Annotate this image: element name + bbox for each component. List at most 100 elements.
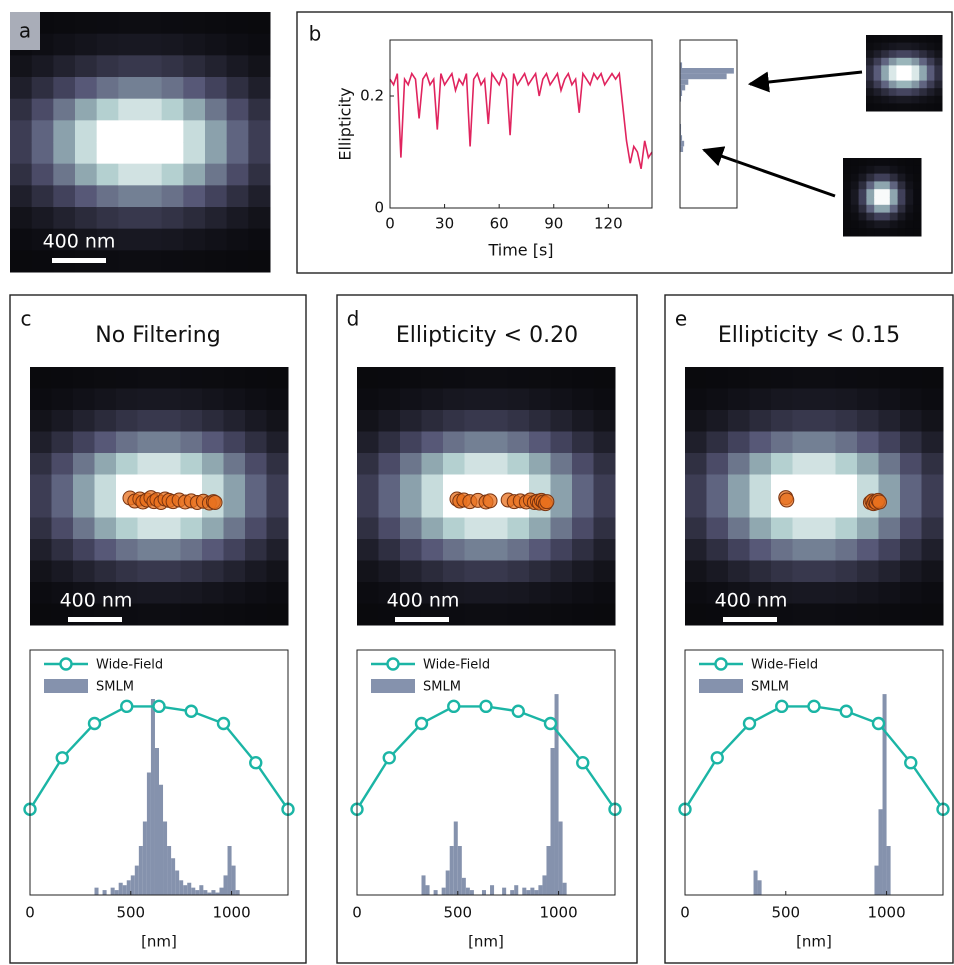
image-pixel xyxy=(911,50,920,59)
image-pixel xyxy=(486,517,508,540)
image-pixel xyxy=(118,12,141,35)
image-pixel xyxy=(858,204,867,214)
image-pixel xyxy=(878,367,901,389)
image-pixel xyxy=(878,582,901,604)
localization xyxy=(872,494,888,510)
image-pixel xyxy=(245,431,267,454)
histogram-bar xyxy=(481,890,486,895)
image-pixel xyxy=(857,474,879,497)
image-pixel xyxy=(866,158,875,167)
image-pixel xyxy=(248,77,271,100)
image-pixel xyxy=(843,165,852,175)
image-pixel xyxy=(881,42,890,51)
image-pixel xyxy=(31,185,54,208)
image-pixel xyxy=(749,560,772,583)
image-pixel xyxy=(226,207,249,230)
image-pixel xyxy=(905,204,914,214)
image-pixel xyxy=(843,173,852,182)
image-pixel xyxy=(10,142,33,165)
x-tick-label: 0 xyxy=(680,904,690,922)
image-pixel xyxy=(913,189,922,198)
image-pixel xyxy=(706,410,729,432)
image-pixel xyxy=(572,560,594,583)
image-pixel xyxy=(897,228,906,237)
image-pixel xyxy=(728,517,750,540)
image-pixel xyxy=(889,228,899,237)
image-pixel xyxy=(53,77,76,100)
image-pixel xyxy=(913,158,922,167)
image-pixel xyxy=(728,431,750,454)
image-pixel xyxy=(529,582,551,604)
image-pixel xyxy=(486,453,508,475)
image-pixel xyxy=(118,207,141,230)
image-pixel xyxy=(857,539,879,561)
image-pixel xyxy=(464,474,487,497)
scale-bar-label: 400 nm xyxy=(43,231,116,253)
image-pixel xyxy=(421,367,444,389)
image-pixel xyxy=(881,50,890,59)
image-pixel xyxy=(850,204,860,214)
image-pixel xyxy=(904,57,913,66)
image-pixel xyxy=(507,560,530,583)
image-pixel xyxy=(911,65,920,74)
image-pixel xyxy=(873,35,882,44)
scale-bar-label: 400 nm xyxy=(715,590,788,612)
image-pixel xyxy=(873,73,882,82)
arrow xyxy=(702,146,836,198)
image-pixel xyxy=(223,367,246,389)
image-pixel xyxy=(888,103,897,112)
image-pixel xyxy=(835,474,858,497)
image-pixel xyxy=(30,453,52,475)
image-pixel xyxy=(161,142,184,165)
image-pixel xyxy=(771,517,793,540)
image-pixel xyxy=(550,560,573,583)
image-pixel xyxy=(205,207,228,230)
image-pixel xyxy=(223,539,246,561)
image-pixel xyxy=(183,12,206,35)
image-pixel xyxy=(140,12,163,35)
histogram-bar xyxy=(203,890,208,895)
image-pixel xyxy=(850,189,860,198)
image-pixel xyxy=(934,35,943,44)
image-pixel xyxy=(866,103,875,112)
image-pixel xyxy=(30,496,52,518)
image-pixel xyxy=(706,431,729,454)
image-pixel xyxy=(443,410,465,432)
image-pixel xyxy=(96,250,119,273)
image-pixel xyxy=(443,474,465,497)
image-pixel xyxy=(96,120,119,143)
histogram-bar xyxy=(878,809,883,895)
scale-bar xyxy=(68,617,122,622)
image-pixel xyxy=(843,181,852,190)
image-pixel xyxy=(118,120,141,143)
image-pixel xyxy=(926,42,935,51)
image-pixel xyxy=(882,197,891,206)
image-pixel xyxy=(529,474,551,497)
image-pixel xyxy=(378,560,401,583)
image-pixel xyxy=(866,204,875,214)
image-pixel xyxy=(53,33,76,56)
image-pixel xyxy=(96,185,119,208)
image-pixel xyxy=(205,250,228,273)
image-pixel xyxy=(357,367,379,389)
scale-bar-label: 400 nm xyxy=(387,590,460,612)
image-pixel xyxy=(904,103,913,112)
image-pixel xyxy=(75,77,98,100)
image-pixel xyxy=(926,95,935,104)
histogram-bar xyxy=(680,90,683,96)
image-pixel xyxy=(31,250,54,273)
image-pixel xyxy=(248,120,271,143)
histogram-bar xyxy=(469,890,474,895)
wide-field-point xyxy=(871,716,886,731)
image-pixel xyxy=(202,453,224,475)
image-pixel xyxy=(897,189,906,198)
image-pixel xyxy=(874,165,883,175)
image-pixel xyxy=(202,582,224,604)
image-pixel xyxy=(926,103,935,112)
image-pixel xyxy=(857,603,879,626)
image-pixel xyxy=(850,220,860,229)
panel-label-box xyxy=(10,12,40,50)
panel-title: No Filtering xyxy=(95,323,220,348)
image-pixel xyxy=(881,103,890,112)
image-pixel xyxy=(919,57,928,66)
